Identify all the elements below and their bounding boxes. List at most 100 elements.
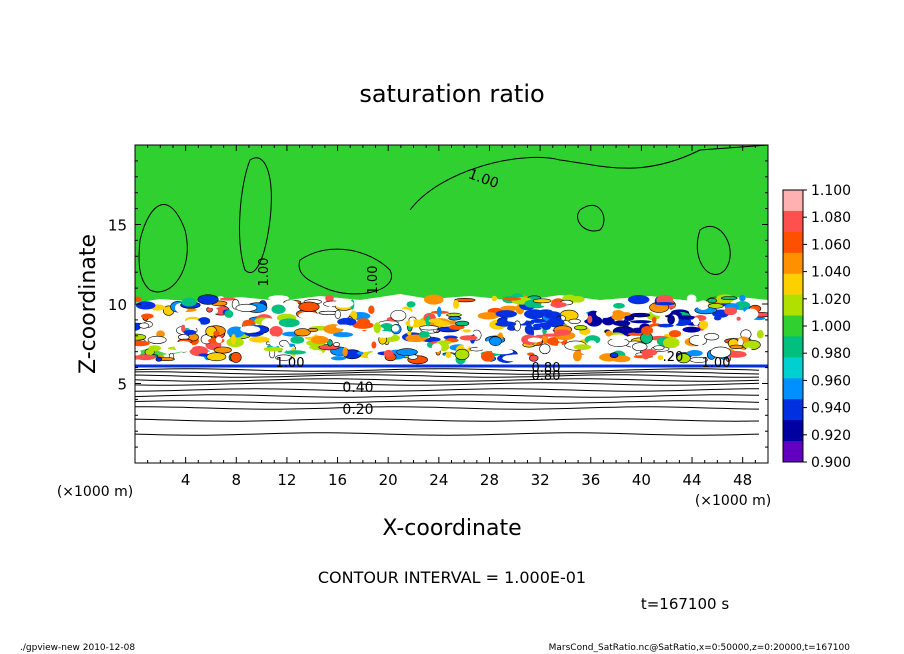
- cloud-patch: [495, 310, 517, 318]
- cloud-patch: [538, 309, 553, 314]
- cloud-patch: [667, 314, 675, 325]
- contour-label: 0.80: [532, 361, 561, 376]
- x-tick-label: 44: [682, 471, 701, 489]
- cloud-patch: [744, 308, 759, 320]
- colorbar-label: 1.100: [811, 183, 851, 199]
- cloud-patch: [463, 340, 470, 350]
- cloud-patch: [249, 336, 270, 343]
- cloud-patch: [371, 341, 377, 349]
- cloud-patch: [327, 339, 333, 347]
- contour-label: .20: [663, 350, 684, 365]
- cloud-patch: [524, 324, 534, 335]
- cloud-patch: [657, 355, 664, 361]
- cloud-patch: [352, 333, 374, 339]
- cloud-patch: [215, 336, 223, 344]
- cloud-patch: [682, 326, 701, 333]
- colorbar-swatch: [783, 190, 803, 212]
- cloud-patch: [213, 346, 232, 354]
- contour-label: 1.00: [257, 258, 272, 287]
- cloud-patch: [271, 304, 286, 314]
- cloud-patch: [431, 343, 442, 353]
- cloud-patch: [335, 324, 352, 329]
- contour-line: [135, 371, 760, 375]
- contour-line: [135, 368, 760, 372]
- cloud-patch: [278, 318, 300, 328]
- cloud-patch: [704, 333, 720, 341]
- cloud-patch: [184, 319, 201, 329]
- cloud-patch: [489, 336, 502, 347]
- cloud-patch: [174, 341, 193, 352]
- cloud-patch: [532, 298, 552, 304]
- cloud-patch: [609, 352, 619, 359]
- cloud-patch: [529, 354, 539, 362]
- contour-line: [696, 225, 731, 275]
- x-tick-label: 40: [632, 471, 651, 489]
- cloud-patch: [290, 336, 305, 344]
- cloud-patch: [198, 353, 209, 357]
- cloud-patch: [454, 348, 470, 361]
- cloud-patch: [219, 297, 236, 301]
- cloud-patch: [698, 340, 703, 351]
- cloud-patch: [183, 329, 197, 335]
- cloud-patch: [283, 342, 290, 351]
- y-tick-label: 15: [108, 217, 127, 235]
- colorbar-label: 0.900: [811, 455, 851, 471]
- cloud-patch: [477, 312, 500, 320]
- cloud-patch: [534, 334, 545, 339]
- cloud-patch: [445, 351, 452, 359]
- footer-left-note: ./gpview-new 2010-12-08: [20, 643, 135, 653]
- cloud-patch: [398, 341, 405, 350]
- cloud-patch: [210, 315, 224, 327]
- cloud-patch: [308, 355, 323, 359]
- cloud-patch: [387, 344, 402, 349]
- cloud-patch: [147, 335, 167, 344]
- colorbar-label: 1.020: [811, 292, 851, 308]
- cloud-patch: [692, 317, 700, 326]
- colorbar: 1.100 1.080 1.060 1.040 1.020 1.000 0.980 0.960…: [782, 183, 851, 471]
- cloud-patch: [298, 301, 320, 312]
- cloud-patch: [135, 350, 142, 356]
- cloud-patch: [654, 301, 676, 306]
- cloud-patch: [710, 346, 732, 359]
- colorbar-label: 1.060: [811, 237, 851, 253]
- cloud-patch: [738, 338, 743, 347]
- cloud-patch: [298, 311, 319, 320]
- x-tick-label: 16: [328, 471, 347, 489]
- colorbar-label: 0.980: [811, 346, 851, 362]
- cloud-patch: [275, 354, 293, 361]
- cloud-patch: [269, 326, 283, 337]
- cloud-patch: [407, 331, 412, 336]
- cloud-patch: [419, 325, 439, 331]
- cloud-patch: [650, 326, 662, 331]
- cloud-patch: [573, 344, 592, 351]
- cloud-patch: [197, 294, 219, 305]
- cloud-patch: [268, 295, 290, 301]
- cloud-patch: [632, 342, 648, 352]
- contour-line: [135, 388, 759, 392]
- cloud-patch: [657, 323, 674, 328]
- cloud-patch: [688, 334, 708, 346]
- cloud-patch: [502, 296, 522, 301]
- time-label: t=167100 s: [641, 595, 729, 613]
- cloud-patch: [333, 299, 354, 308]
- contour-line: [135, 394, 760, 398]
- cloud-patch: [331, 356, 347, 361]
- cloud-patch: [269, 336, 281, 347]
- colorbar-swatch: [783, 273, 803, 296]
- x-unit-label: (×1000 m): [695, 493, 771, 509]
- contour-line: [138, 204, 188, 293]
- cloud-patch: [422, 344, 428, 355]
- contour-line: [135, 378, 760, 382]
- cloud-patch: [462, 329, 472, 333]
- cloud-patch: [213, 330, 220, 337]
- cloud-patch: [745, 347, 752, 356]
- contour-line: [135, 418, 760, 422]
- cloud-patch: [391, 325, 400, 332]
- cloud-patch: [480, 351, 495, 362]
- cloud-patch: [375, 330, 394, 338]
- cloud-patch: [379, 323, 394, 333]
- cloud-patch: [454, 298, 476, 303]
- cloud-patch: [261, 318, 276, 329]
- x-tick-label: 12: [277, 471, 296, 489]
- cloud-patch: [166, 349, 177, 354]
